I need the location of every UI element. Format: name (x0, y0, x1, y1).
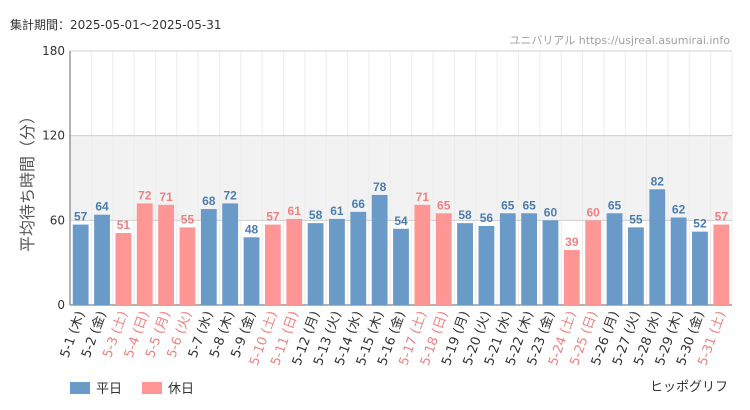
bar (606, 213, 623, 305)
bar (158, 204, 174, 305)
bar (243, 237, 260, 305)
data-label: 62 (672, 203, 686, 217)
bar (264, 224, 281, 305)
site-credit: ユニバリアル https://usjreal.asumirai.info (509, 34, 730, 47)
bar (628, 227, 644, 305)
bar (200, 209, 217, 305)
bar (670, 217, 687, 305)
bar (542, 220, 559, 305)
bar (307, 223, 324, 305)
data-label: 57 (266, 210, 280, 224)
data-label: 55 (629, 212, 643, 226)
data-label: 61 (288, 204, 302, 218)
bar (329, 218, 345, 305)
data-label: 39 (565, 235, 579, 249)
bar (435, 213, 452, 305)
y-tick-label: 120 (42, 129, 65, 143)
data-label: 72 (138, 188, 152, 202)
data-label: 60 (544, 205, 558, 219)
data-label: 48 (245, 222, 259, 236)
legend-item-weekday[interactable]: 平日 (70, 378, 122, 397)
bar (72, 224, 89, 305)
data-label: 57 (74, 210, 88, 224)
data-label: 57 (715, 210, 729, 224)
data-label: 66 (352, 197, 366, 211)
bar (115, 233, 132, 305)
data-label: 61 (330, 204, 344, 218)
bar (478, 225, 495, 305)
data-label: 54 (394, 214, 408, 228)
bar (499, 213, 516, 305)
y-tick-label: 0 (57, 298, 65, 312)
data-label: 68 (202, 194, 216, 208)
legend-swatch-weekday (70, 381, 90, 394)
y-tick-label: 180 (42, 44, 65, 58)
bar (94, 214, 110, 305)
data-label: 65 (522, 198, 536, 212)
shaded-band (70, 135, 732, 221)
bar (222, 203, 239, 305)
data-label: 58 (458, 208, 472, 222)
data-label: 55 (181, 212, 195, 226)
data-label: 58 (309, 208, 323, 222)
data-label: 78 (373, 180, 387, 194)
data-label: 56 (480, 211, 494, 225)
data-label: 65 (501, 198, 515, 212)
data-label: 82 (651, 174, 665, 188)
legend-item-holiday[interactable]: 休日 (142, 378, 194, 397)
bar (350, 211, 367, 305)
bar (521, 213, 538, 305)
data-label: 65 (608, 198, 622, 212)
legend-label-weekday: 平日 (96, 382, 123, 397)
legend-label-holiday: 休日 (168, 382, 195, 397)
data-label: 65 (437, 198, 451, 212)
period-label: 集計期間：2025-05-01～2025-05-31 (10, 18, 222, 32)
bar (414, 204, 431, 305)
data-label: 64 (95, 200, 109, 214)
data-label: 72 (223, 188, 237, 202)
bar (649, 189, 666, 305)
legend: 平日 休日 (70, 378, 194, 397)
bar (371, 194, 388, 305)
bar (136, 203, 153, 305)
data-label: 71 (416, 190, 430, 204)
legend-swatch-holiday (142, 381, 163, 394)
y-tick-label: 60 (50, 213, 65, 227)
bar (713, 224, 730, 305)
bar (457, 223, 473, 305)
bar (563, 249, 580, 305)
data-label: 60 (587, 205, 601, 219)
data-label: 51 (117, 218, 131, 232)
brand-label: ヒッポグリフ (649, 380, 728, 395)
bar (692, 231, 708, 305)
bar (179, 227, 196, 305)
data-label: 52 (693, 217, 707, 231)
data-label: 71 (159, 190, 173, 204)
bar (585, 220, 602, 305)
bar (393, 228, 409, 305)
bar (286, 218, 303, 305)
